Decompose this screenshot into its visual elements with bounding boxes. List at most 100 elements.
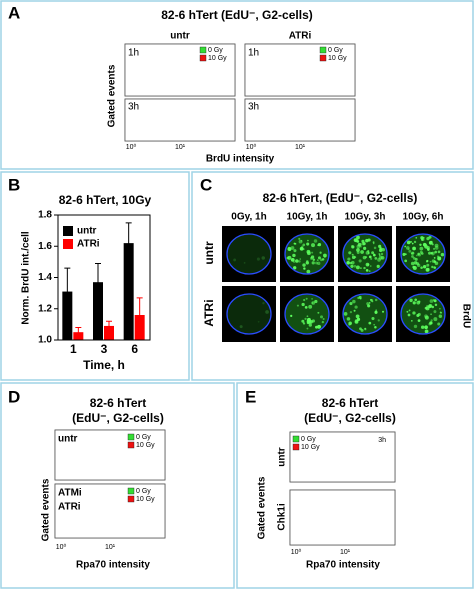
focus [404,259,408,263]
legend-swatch [199,54,207,62]
x-tick-label: 1 [70,342,77,356]
focus [420,252,424,255]
focus [320,315,324,319]
legend-swatch [127,487,135,495]
y-tick-label: 1.6 [38,241,52,252]
legend-swatch [127,441,135,449]
focus [370,257,373,260]
legend-swatch [127,495,135,503]
focus [437,322,441,326]
focus [412,311,416,315]
focus [374,298,378,302]
focus [350,260,355,265]
focus [290,258,295,262]
focus [306,269,311,274]
focus [358,259,362,263]
focus [434,266,436,269]
panel-frame [0,171,190,381]
row-label: ATRi [58,502,81,513]
focus [322,317,325,321]
focus [243,261,246,264]
nucleus-glow [343,294,387,334]
focus [316,261,321,266]
panel-frame [236,382,474,589]
nucleus-outline [226,233,272,275]
x-tick-label: 10¹ [340,549,351,556]
focus [431,259,436,263]
focus [368,270,371,273]
focus [343,311,348,316]
focus [432,299,435,301]
focus [357,242,362,247]
legend-label: 0 Gy [136,488,151,495]
focus [295,259,299,263]
focus [364,327,367,330]
focus [367,304,371,308]
focus [380,252,384,256]
side-label: BrdU [460,304,471,328]
histogram-frame [244,43,356,97]
focus [368,255,372,259]
x-tick-label: 10⁰ [56,543,67,551]
focus [306,327,309,330]
nucleus-glow [343,234,387,274]
focus [306,315,309,318]
legend-label: ATRi [77,239,100,250]
focus [410,261,415,266]
focus [296,304,299,307]
legend-label: 10 Gy [328,55,347,62]
error-bar [136,297,143,333]
focus [303,267,306,270]
focus [381,247,385,252]
focus [431,243,434,246]
panel-title: (EdU⁻, G2-cells) [304,411,396,425]
chart-title: 82-6 hTert, 10Gy [59,193,152,207]
focus [421,237,425,241]
focus [303,298,306,302]
focus [317,311,320,314]
focus [313,239,318,243]
focus [415,236,418,239]
focus [356,235,360,240]
focus [433,310,437,314]
error-bar [125,222,132,264]
nucleus-outline [342,233,388,275]
focus [261,256,266,260]
focus [414,257,418,261]
focus [368,321,372,325]
focus [433,247,436,250]
focus [407,248,410,250]
focus [353,238,358,243]
focus [428,304,432,309]
focus [374,326,377,329]
focus [426,247,430,251]
focus [317,244,320,247]
focus [374,310,378,314]
focus [429,260,432,263]
y-tick-label: 1.4 [38,272,52,283]
panel-title: 82-6 hTert, (EdU⁻, G2-cells) [263,191,418,205]
histogram-frame [244,98,356,142]
column-label: 0Gy, 1h [231,212,266,223]
focus [406,240,411,245]
focus [312,258,316,262]
focus [347,257,351,261]
focus [353,264,357,268]
focus [323,253,327,258]
focus [354,319,359,324]
focus [362,255,367,260]
focus [265,310,269,314]
focus [302,263,306,267]
panel-title: 82-6 hTert [322,396,378,410]
focus [290,314,293,317]
focus [434,250,438,254]
focus [321,258,325,261]
histogram-frame [124,98,236,142]
focus [355,265,360,270]
focus [439,307,441,310]
focus [321,320,325,324]
y-axis-label: Gated events [41,478,52,541]
focus [365,238,369,243]
